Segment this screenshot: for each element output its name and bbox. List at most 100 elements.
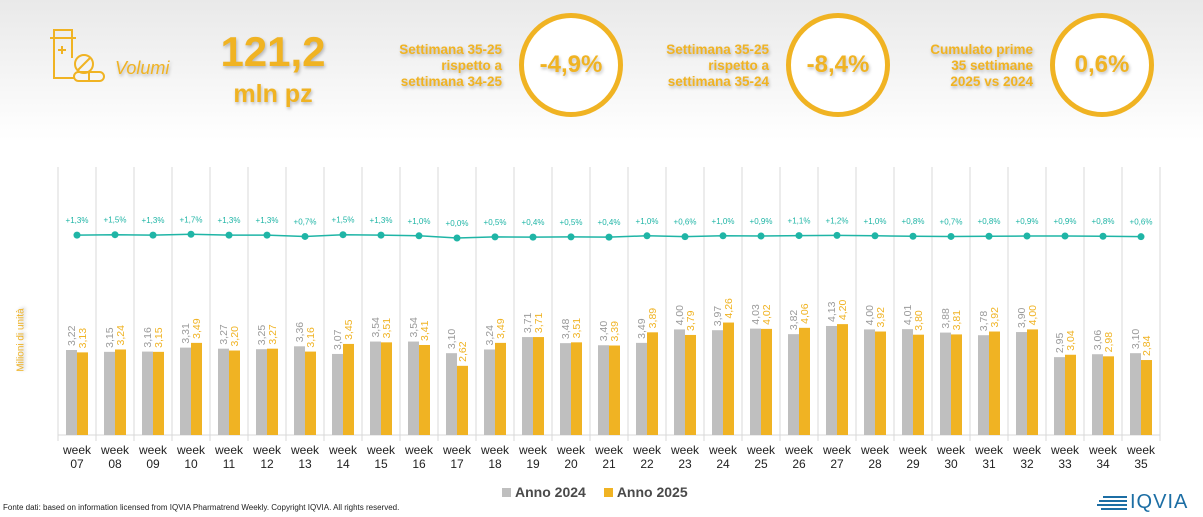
growth-point bbox=[1099, 232, 1107, 240]
x-tick-label: 16 bbox=[412, 457, 426, 471]
kpi-label-line: rispetto a bbox=[441, 58, 502, 73]
growth-point bbox=[1061, 232, 1069, 240]
x-tick-label: week bbox=[1050, 443, 1080, 457]
value-label-2025: 4,02 bbox=[761, 304, 773, 325]
value-label-2024: 3,27 bbox=[218, 324, 230, 345]
kpi-cumulative-value: 0,6% bbox=[1050, 13, 1154, 117]
kpi-yoy-value: -8,4% bbox=[786, 13, 890, 117]
growth-label: +0,6% bbox=[1130, 218, 1153, 227]
value-label-2024: 3,10 bbox=[446, 329, 458, 350]
bar-2024 bbox=[332, 353, 343, 435]
growth-point bbox=[795, 232, 803, 240]
bar-2024 bbox=[484, 349, 495, 435]
growth-label: +0,7% bbox=[294, 217, 317, 226]
value-label-2024: 3,90 bbox=[1016, 307, 1028, 328]
x-tick-label: 18 bbox=[488, 457, 502, 471]
value-label-2024: 3,10 bbox=[1130, 329, 1142, 350]
x-tick-label: week bbox=[328, 443, 358, 457]
bar-2024 bbox=[750, 328, 761, 435]
value-label-2024: 3,15 bbox=[104, 327, 116, 348]
legend-item-2024: Anno 2024 bbox=[502, 484, 586, 500]
growth-point bbox=[111, 231, 119, 239]
x-tick-label: 19 bbox=[526, 457, 540, 471]
x-tick-label: week bbox=[1088, 443, 1118, 457]
value-label-2025: 2,98 bbox=[1103, 332, 1115, 353]
growth-label: +0,7% bbox=[940, 217, 963, 226]
x-tick-label: 28 bbox=[868, 457, 882, 471]
legend-swatch-2024 bbox=[502, 487, 511, 497]
bar-2024 bbox=[408, 341, 419, 435]
growth-label: +1,0% bbox=[712, 217, 735, 226]
x-tick-label: 14 bbox=[336, 457, 350, 471]
growth-label: +0,8% bbox=[1092, 217, 1115, 226]
bar-2024 bbox=[66, 350, 77, 435]
bar-2025 bbox=[267, 348, 278, 435]
value-label-2024: 3,54 bbox=[408, 317, 420, 338]
bar-2025 bbox=[609, 345, 620, 435]
growth-point bbox=[529, 233, 537, 241]
bar-2025 bbox=[685, 334, 696, 435]
x-tick-label: 23 bbox=[678, 457, 692, 471]
x-tick-label: week bbox=[556, 443, 586, 457]
value-label-2024: 3,16 bbox=[142, 327, 154, 348]
growth-label: +1,3% bbox=[370, 216, 393, 225]
x-tick-label: 30 bbox=[944, 457, 958, 471]
x-tick-label: week bbox=[442, 443, 472, 457]
bar-2024 bbox=[560, 343, 571, 435]
growth-point bbox=[73, 231, 81, 239]
x-tick-label: 11 bbox=[223, 457, 236, 471]
bar-2024 bbox=[826, 325, 837, 435]
growth-label: +1,0% bbox=[408, 217, 431, 226]
bar-2024 bbox=[142, 351, 153, 435]
bar-2025 bbox=[191, 342, 202, 435]
x-tick-label: week bbox=[632, 443, 662, 457]
bar-2025 bbox=[761, 328, 772, 435]
growth-point bbox=[1137, 233, 1145, 241]
value-label-2025: 4,06 bbox=[799, 303, 811, 324]
value-label-2024: 3,82 bbox=[788, 310, 800, 331]
growth-point bbox=[681, 233, 689, 241]
growth-point bbox=[947, 232, 955, 240]
value-label-2025: 3,71 bbox=[533, 312, 545, 333]
growth-label: +0,8% bbox=[978, 217, 1001, 226]
value-label-2024: 2,95 bbox=[1054, 333, 1066, 354]
x-tick-label: 34 bbox=[1096, 457, 1110, 471]
total-unit: mln pz bbox=[233, 80, 313, 108]
legend-label-2024: Anno 2024 bbox=[515, 484, 586, 500]
value-label-2024: 3,25 bbox=[256, 325, 268, 346]
x-tick-label: week bbox=[62, 443, 92, 457]
bar-2024 bbox=[294, 346, 305, 435]
source-note: Fonte dati: based on information license… bbox=[3, 503, 400, 512]
value-label-2025: 3,89 bbox=[647, 308, 659, 329]
bar-2024 bbox=[636, 342, 647, 435]
value-label-2024: 3,22 bbox=[66, 325, 78, 346]
value-label-2025: 3,27 bbox=[267, 324, 279, 345]
pill-bottle-icon bbox=[48, 28, 108, 83]
x-tick-label: week bbox=[708, 443, 738, 457]
value-label-2024: 4,01 bbox=[902, 305, 914, 326]
growth-label: +1,3% bbox=[256, 216, 279, 225]
growth-label: +1,0% bbox=[636, 217, 659, 226]
x-tick-label: week bbox=[1126, 443, 1156, 457]
growth-point bbox=[985, 232, 993, 240]
bar-2025 bbox=[533, 337, 544, 435]
value-label-2024: 3,78 bbox=[978, 311, 990, 332]
bar-2024 bbox=[218, 348, 229, 435]
bar-2025 bbox=[571, 342, 582, 435]
value-label-2025: 3,92 bbox=[875, 307, 887, 328]
growth-label: +1,5% bbox=[332, 216, 355, 225]
x-tick-label: 25 bbox=[754, 457, 768, 471]
value-label-2024: 3,31 bbox=[180, 323, 192, 344]
growth-point bbox=[187, 230, 195, 238]
growth-point bbox=[909, 232, 917, 240]
bar-2024 bbox=[712, 330, 723, 435]
growth-label: +1,3% bbox=[218, 216, 241, 225]
x-tick-label: week bbox=[822, 443, 852, 457]
value-label-2025: 3,79 bbox=[685, 310, 697, 331]
growth-point bbox=[1023, 232, 1031, 240]
bar-2025 bbox=[875, 331, 886, 435]
value-label-2024: 3,71 bbox=[522, 312, 534, 333]
value-label-2025: 3,51 bbox=[571, 318, 583, 339]
growth-point bbox=[301, 232, 309, 240]
value-label-2025: 2,84 bbox=[1141, 335, 1153, 356]
